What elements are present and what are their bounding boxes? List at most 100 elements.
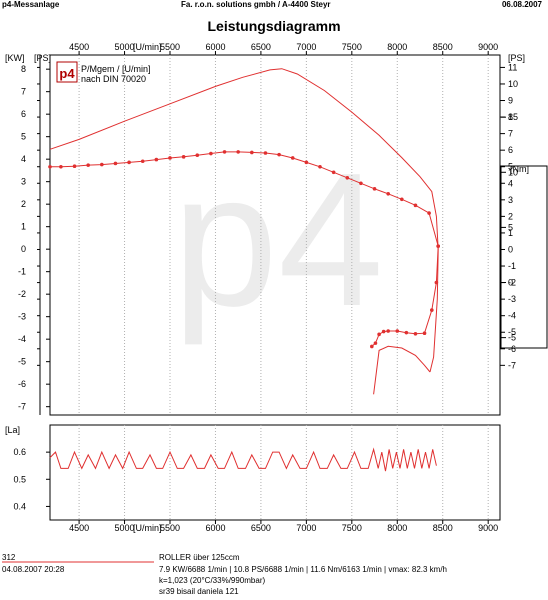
- x-tick-label-top: 6000: [205, 42, 225, 52]
- data-point: [413, 331, 418, 336]
- kw-tick-label: 3: [21, 177, 26, 187]
- kw-tick-label: 5: [21, 132, 26, 142]
- x-tick-label-bottom: 7500: [342, 523, 362, 533]
- data-point: [100, 162, 104, 167]
- data-point: [304, 160, 309, 165]
- watermark-logo: p4: [172, 134, 383, 346]
- la-tick-label: 0.6: [13, 447, 26, 457]
- x-tick-label-bottom: 6500: [251, 523, 271, 533]
- ps-tick-label-right: -1: [508, 261, 516, 271]
- data-point: [277, 152, 281, 157]
- series-line: [50, 151, 439, 247]
- x-tick-label-top: 7500: [342, 42, 362, 52]
- legend-standard-label: nach DIN 70020: [81, 74, 146, 84]
- x-tick-label-top: 5000: [115, 42, 135, 52]
- data-point: [263, 151, 268, 155]
- x-tick-label-top: 5500: [160, 42, 180, 52]
- x-tick-label-top: 9000: [478, 42, 498, 52]
- la-tick-label: 0.5: [13, 474, 26, 484]
- x-tick-label-top: 4500: [69, 42, 89, 52]
- ps-axis-label-right: [PS]: [508, 53, 525, 63]
- series-line: [373, 345, 431, 395]
- ps-tick-label-right: -4: [508, 311, 516, 321]
- ps-tick-label-right: 1: [508, 228, 513, 238]
- data-point: [422, 331, 427, 336]
- data-point: [373, 341, 378, 345]
- x-tick-label-bottom: 4500: [69, 523, 89, 533]
- ps-tick-label-right: 8: [508, 112, 513, 122]
- ps-tick-label-right: 0: [508, 244, 513, 254]
- data-point: [290, 156, 295, 160]
- kw-tick-label: 6: [21, 109, 26, 119]
- data-point: [59, 164, 63, 169]
- x-tick-label-bottom: 5500: [160, 523, 180, 533]
- data-point: [127, 160, 131, 165]
- data-point: [345, 175, 350, 180]
- data-point: [86, 163, 90, 167]
- ps-tick-label-right: 9: [508, 96, 513, 106]
- legend-logo-box: [56, 61, 78, 83]
- kw-tick-label: -6: [18, 379, 26, 389]
- kw-tick-label: -3: [18, 312, 26, 322]
- x-tick-label-bottom: 5000: [115, 523, 135, 533]
- legend-series-label: P/Mgem / [U/min]: [81, 64, 151, 74]
- data-point: [427, 211, 431, 215]
- kw-tick-label: 2: [21, 199, 26, 209]
- nm-tick-label: 10: [508, 167, 518, 177]
- ps-tick-label-right: 4: [508, 178, 513, 188]
- data-point: [434, 280, 439, 285]
- app-name: p4-Messanlage: [2, 0, 60, 9]
- data-point: [250, 150, 254, 155]
- kw-axis-label: [KW]: [5, 53, 25, 63]
- data-point: [113, 161, 118, 166]
- kw-tick-label: 7: [21, 87, 26, 97]
- data-point: [195, 153, 200, 157]
- data-point: [370, 344, 374, 349]
- ps-tick-label-right: 6: [508, 145, 513, 155]
- data-point: [430, 308, 434, 312]
- ps-tick-label-right: 2: [508, 211, 513, 221]
- ps-tick-label-right: 5: [508, 162, 513, 172]
- x-tick-label-bottom: 8500: [433, 523, 453, 533]
- run-number: 312: [2, 553, 16, 562]
- kw-tick-label: -4: [18, 334, 26, 344]
- data-point: [372, 187, 377, 191]
- nm-tick-label: 5: [508, 222, 513, 232]
- data-point: [395, 329, 400, 333]
- data-point: [181, 155, 186, 159]
- data-point: [386, 191, 390, 196]
- data-point: [154, 157, 159, 162]
- data-point: [236, 150, 240, 154]
- legend-logo-text: p4: [59, 66, 75, 81]
- x-tick-label-top: 8000: [387, 42, 407, 52]
- data-point: [331, 170, 336, 175]
- la-tick-label: 0.4: [13, 501, 26, 511]
- company-name: Fa. r.o.n. solutions gmbh / A-4400 Steyr: [181, 0, 331, 9]
- nm-tick-label: -5: [508, 333, 516, 343]
- data-point: [400, 197, 404, 202]
- data-point: [381, 329, 386, 334]
- vehicle-class: ROLLER über 125ccm: [159, 553, 240, 562]
- kw-tick-label: 4: [21, 154, 26, 164]
- data-point: [140, 159, 145, 164]
- test-note: sr39 bisail daniela 121: [159, 587, 239, 596]
- data-point: [209, 151, 213, 156]
- kw-tick-label: -7: [18, 402, 26, 412]
- data-point: [168, 156, 172, 160]
- test-conditions: k=1,023 (20°C/33%/990mbar): [159, 576, 266, 585]
- main-plot-frame: [49, 54, 501, 416]
- la-axis-label: [La]: [5, 425, 20, 435]
- ps-tick-label-right: -7: [508, 360, 516, 370]
- x-tick-label-bottom: 6000: [205, 523, 225, 533]
- kw-tick-label: -2: [18, 289, 26, 299]
- data-point: [318, 164, 322, 169]
- la-series-line: [49, 447, 437, 472]
- data-point: [359, 181, 363, 186]
- kw-tick-label: 1: [21, 222, 26, 232]
- x-tick-label-bottom: 7000: [296, 523, 316, 533]
- x-axis-label-top: [U/min]: [133, 42, 162, 52]
- ps-tick-label-right: 3: [508, 195, 513, 205]
- data-point: [404, 330, 409, 335]
- x-tick-label-top: 8500: [433, 42, 453, 52]
